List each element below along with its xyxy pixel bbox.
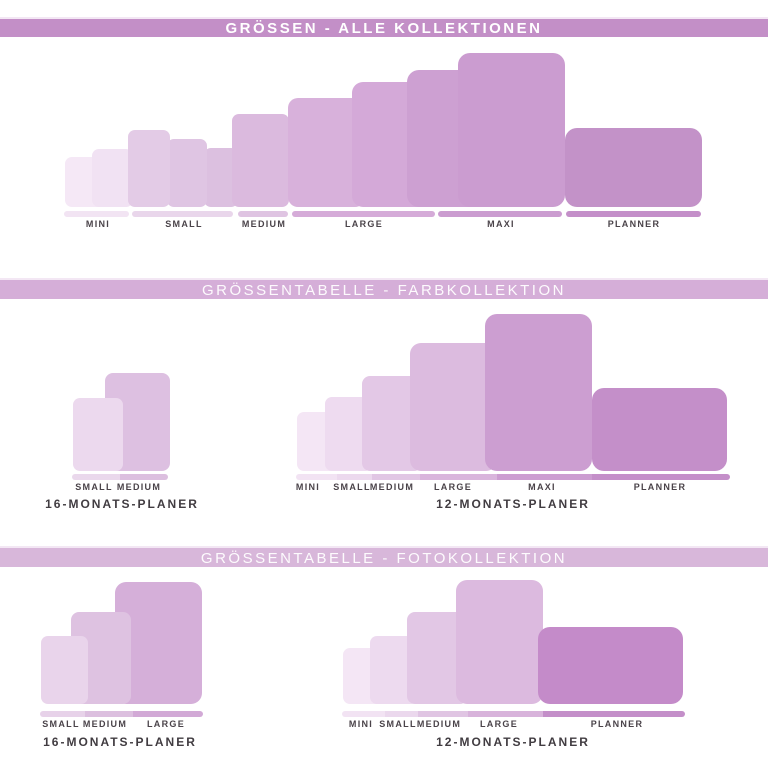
- size-label-medium: MEDIUM: [116, 482, 162, 492]
- size-underline-segment: [420, 474, 497, 480]
- size-underline-segment: [296, 474, 337, 480]
- size-underline-segment: [120, 474, 168, 480]
- size-label-maxi: MAXI: [528, 482, 556, 492]
- size-label-large: LARGE: [434, 482, 472, 492]
- size-underline: [40, 711, 203, 717]
- size-underline-segment: [72, 474, 120, 480]
- size-label-planner: PLANNER: [633, 482, 687, 492]
- size-label-large: LARGE: [147, 719, 185, 729]
- size-label-maxi: MAXI: [487, 219, 515, 229]
- size-underline-segment: [292, 211, 435, 217]
- cluster-title: 16-MONATS-PLANER: [45, 497, 199, 511]
- cluster-title: 12-MONATS-PLANER: [436, 497, 590, 511]
- size-rect-large: [410, 343, 497, 471]
- size-label-mini: MINI: [295, 482, 321, 492]
- size-rect-medium-1: [232, 114, 289, 207]
- size-rect-small-1: [128, 130, 170, 207]
- size-label-mini: MINI: [348, 719, 374, 729]
- size-underline-segment: [385, 711, 418, 717]
- size-underline: [342, 711, 685, 717]
- size-underline: [64, 211, 129, 217]
- size-underline-segment: [337, 474, 372, 480]
- size-label-medium: MEDIUM: [241, 219, 287, 229]
- size-underline-segment: [438, 211, 562, 217]
- size-underline: [296, 474, 730, 480]
- size-label-small: SMALL: [75, 482, 113, 492]
- size-label-medium: MEDIUM: [416, 719, 462, 729]
- size-label-medium: MEDIUM: [369, 482, 415, 492]
- size-rect-planner-1: [565, 128, 702, 207]
- size-underline-segment: [342, 711, 385, 717]
- size-label-medium: MEDIUM: [82, 719, 128, 729]
- size-underline-segment: [64, 211, 129, 217]
- size-underline-segment: [592, 474, 730, 480]
- size-underline: [292, 211, 435, 217]
- size-label-small: SMALL: [165, 219, 203, 229]
- size-label-small: SMALL: [42, 719, 80, 729]
- section-header-photo-collection: GRÖSSENTABELLE - FOTOKOLLEKTION: [0, 546, 768, 567]
- size-label-large: LARGE: [345, 219, 383, 229]
- cluster-title: 16-MONATS-PLANER: [43, 735, 197, 749]
- size-rect-small-2: [167, 139, 207, 207]
- size-underline: [438, 211, 562, 217]
- size-label-small: SMALL: [379, 719, 417, 729]
- size-underline-segment: [85, 711, 133, 717]
- size-rect-planner: [592, 388, 727, 471]
- section-header-all-collections: GRÖSSEN - ALLE KOLLEKTIONEN: [0, 17, 768, 37]
- size-underline-segment: [238, 211, 288, 217]
- size-underline-segment: [40, 711, 85, 717]
- size-rect-small: [41, 636, 88, 704]
- size-underline-segment: [133, 711, 203, 717]
- size-label-planner: PLANNER: [607, 219, 661, 229]
- cluster-title: 12-MONATS-PLANER: [436, 735, 590, 749]
- size-underline: [566, 211, 701, 217]
- section-header-color-collection: GRÖSSENTABELLE - FARBKOLLEKTION: [0, 278, 768, 299]
- size-underline-segment: [497, 474, 592, 480]
- size-underline-segment: [543, 711, 685, 717]
- size-label-planner: PLANNER: [590, 719, 644, 729]
- size-label-large: LARGE: [480, 719, 518, 729]
- size-underline-segment: [372, 474, 420, 480]
- size-underline-segment: [132, 211, 233, 217]
- size-rect-large: [456, 580, 543, 704]
- size-label-mini: MINI: [85, 219, 111, 229]
- size-underline: [72, 474, 168, 480]
- size-rect-mini-2: [92, 149, 133, 207]
- size-underline-segment: [418, 711, 468, 717]
- size-underline: [132, 211, 233, 217]
- size-underline: [238, 211, 288, 217]
- size-rect-small: [73, 398, 123, 471]
- size-rect-maxi: [485, 314, 592, 471]
- size-label-small: SMALL: [333, 482, 371, 492]
- size-rect-planner: [538, 627, 683, 704]
- size-underline-segment: [468, 711, 543, 717]
- size-underline-segment: [566, 211, 701, 217]
- size-rect-maxi-2: [458, 53, 565, 207]
